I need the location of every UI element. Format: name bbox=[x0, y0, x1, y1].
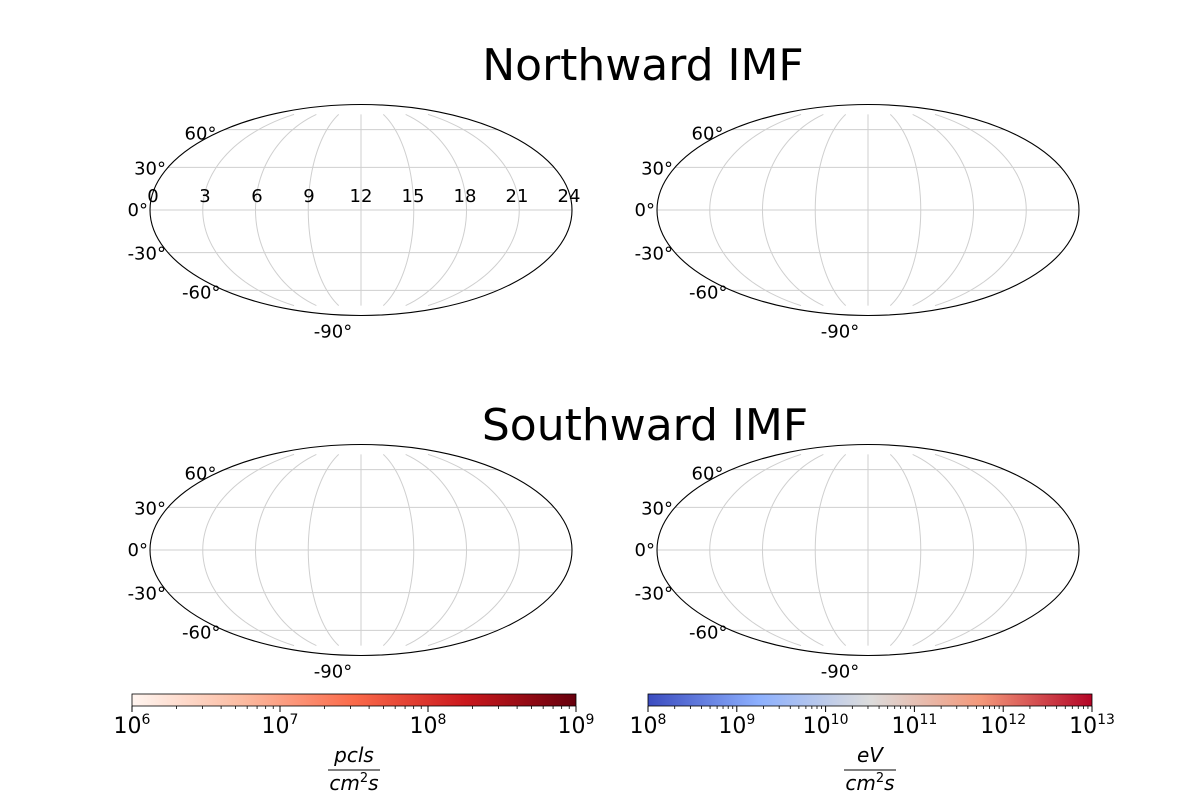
longitude-gridline bbox=[912, 113, 975, 307]
map-outline bbox=[149, 443, 573, 657]
colorbar-tick-label: 1010 bbox=[803, 712, 849, 739]
colorbar-tick-label: 106 bbox=[114, 712, 151, 739]
unit-denominator: cm2s bbox=[845, 771, 894, 795]
colorbar-tick-label: 107 bbox=[262, 712, 299, 739]
unit-numerator: pcls bbox=[333, 743, 374, 767]
northward-imf-title: Northward IMF bbox=[482, 40, 804, 91]
longitude-gridline bbox=[934, 453, 1027, 647]
longitude-gridline bbox=[382, 454, 415, 646]
longitude-gridline bbox=[427, 113, 520, 307]
graticule bbox=[657, 113, 1079, 307]
colorbar-tick-label: 108 bbox=[630, 712, 667, 739]
longitude-gridline bbox=[405, 453, 468, 647]
colorbar-gradient bbox=[647, 693, 1093, 707]
longitude-tick-label: 0 bbox=[147, 186, 158, 207]
longitude-tick-label: 18 bbox=[454, 186, 477, 207]
longitude-gridline bbox=[202, 113, 295, 307]
unit-numerator: eV bbox=[857, 743, 884, 767]
unit-denominator: cm2s bbox=[329, 771, 378, 795]
longitude-tick-label: 12 bbox=[350, 186, 373, 207]
colorbar-tick-label: 1011 bbox=[891, 712, 937, 739]
colorbar-tick-label: 109 bbox=[558, 712, 595, 739]
latitude-tick-label: -60° bbox=[689, 282, 727, 303]
colorbar-energy-flux: 108 109 1010 1011 1012 1013 eV cm2s bbox=[630, 693, 1115, 795]
map-outline bbox=[656, 103, 1080, 317]
longitude-gridline bbox=[307, 114, 340, 306]
longitude-gridline bbox=[254, 453, 317, 647]
longitude-tick-label: 9 bbox=[303, 186, 314, 207]
map-outline bbox=[656, 443, 1080, 657]
latitude-tick-label: -90° bbox=[821, 322, 859, 343]
latitude-tick-label: 30° bbox=[641, 158, 673, 179]
graticule bbox=[150, 453, 572, 647]
latitude-tick-label: -30° bbox=[128, 584, 166, 605]
longitude-gridline bbox=[254, 113, 317, 307]
longitude-tick-label: 15 bbox=[402, 186, 425, 207]
latitude-tick-label: 0° bbox=[128, 200, 148, 221]
latitude-tick-label: 30° bbox=[134, 498, 166, 519]
map-panel-south-right: 60° 30° 0° -30° -60° -90° bbox=[635, 443, 1080, 683]
longitude-gridline bbox=[709, 113, 802, 307]
longitude-gridline bbox=[202, 453, 295, 647]
longitude-tick-label: 21 bbox=[506, 186, 529, 207]
graticule bbox=[657, 453, 1079, 647]
latitude-tick-label: -90° bbox=[821, 662, 859, 683]
longitude-gridline bbox=[405, 113, 468, 307]
colorbar-gradient bbox=[131, 693, 577, 707]
latitude-tick-label: -90° bbox=[314, 322, 352, 343]
latitude-tick-label: 30° bbox=[641, 498, 673, 519]
longitude-gridline bbox=[709, 453, 802, 647]
latitude-tick-label: -60° bbox=[689, 622, 727, 643]
longitude-gridline bbox=[889, 114, 922, 306]
longitude-gridline bbox=[761, 113, 824, 307]
longitude-tick-label: 6 bbox=[251, 186, 262, 207]
longitude-gridline bbox=[761, 453, 824, 647]
latitude-tick-label: -30° bbox=[635, 584, 673, 605]
longitude-gridline bbox=[307, 454, 340, 646]
longitude-gridline bbox=[912, 453, 975, 647]
southward-imf-title: Southward IMF bbox=[482, 400, 808, 451]
longitude-gridline bbox=[427, 453, 520, 647]
latitude-tick-label: 0° bbox=[635, 200, 655, 221]
latitude-tick-label: 60° bbox=[185, 124, 217, 145]
map-panel-north-right: 60° 30° 0° -30° -60° -90° bbox=[635, 103, 1080, 343]
map-panel-north-left: 60° 30° 0° -30° -60° -90° 0 3 6 9 12 15 18 21 24 bbox=[128, 103, 581, 343]
map-panel-south-left: 60° 30° 0° -30° -60° -90° bbox=[128, 443, 573, 683]
latitude-tick-label: -30° bbox=[635, 244, 673, 265]
colorbar-tick-label: 1012 bbox=[980, 712, 1026, 739]
latitude-tick-label: -30° bbox=[128, 244, 166, 265]
map-outline bbox=[149, 103, 573, 317]
colorbar-unit-label: eV cm2s bbox=[844, 743, 896, 795]
longitude-gridline bbox=[889, 454, 922, 646]
latitude-tick-label: 60° bbox=[185, 464, 217, 485]
longitude-tick-label: 3 bbox=[199, 186, 210, 207]
longitude-gridline bbox=[382, 114, 415, 306]
latitude-tick-label: 0° bbox=[128, 540, 148, 561]
latitude-tick-label: -60° bbox=[182, 622, 220, 643]
colorbar-tick-label: 109 bbox=[718, 712, 755, 739]
graticule bbox=[150, 113, 572, 307]
latitude-tick-label: 30° bbox=[134, 158, 166, 179]
latitude-tick-label: -90° bbox=[314, 662, 352, 683]
colorbar-unit-label: pcls cm2s bbox=[328, 743, 380, 795]
latitude-tick-label: 60° bbox=[692, 464, 724, 485]
colorbar-tick-label: 1013 bbox=[1069, 712, 1115, 739]
latitude-tick-label: 60° bbox=[692, 124, 724, 145]
latitude-tick-label: -60° bbox=[182, 282, 220, 303]
latitude-tick-label: 0° bbox=[635, 540, 655, 561]
longitude-gridline bbox=[814, 114, 847, 306]
longitude-gridline bbox=[814, 454, 847, 646]
longitude-tick-label: 24 bbox=[558, 186, 581, 207]
colorbar-tick-label: 108 bbox=[410, 712, 447, 739]
longitude-gridline bbox=[934, 113, 1027, 307]
colorbar-number-flux: 106 107 108 109 pcls cm2s bbox=[114, 693, 595, 795]
